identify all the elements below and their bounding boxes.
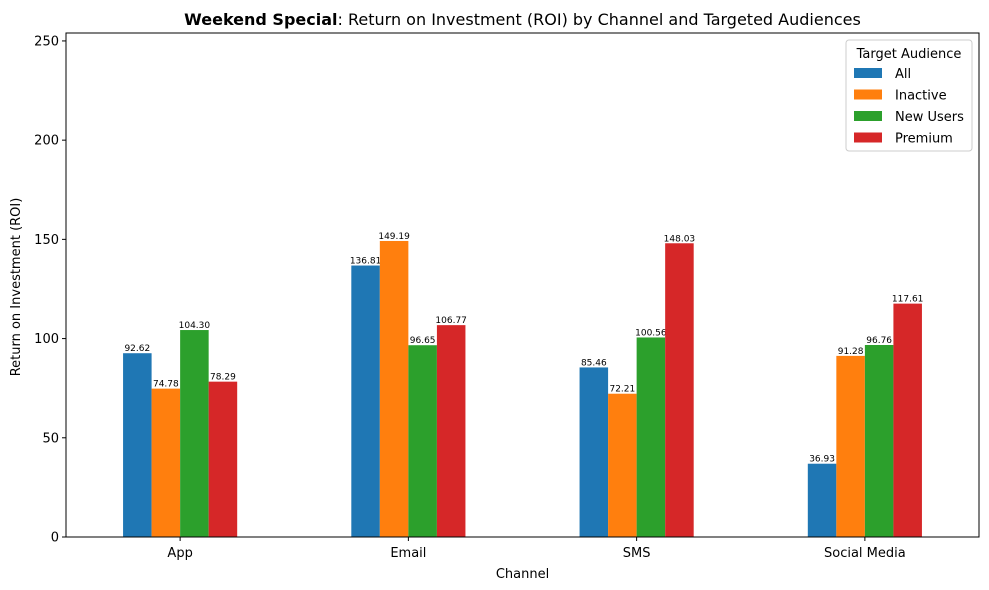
x-axis-label: Channel	[496, 567, 549, 582]
bar-all-sms	[579, 367, 609, 537]
x-tick-label: SMS	[623, 546, 651, 561]
legend-title: Target Audience	[856, 47, 962, 62]
bar-value-label: 136.81	[350, 257, 382, 267]
bar-value-label: 78.29	[210, 373, 236, 383]
legend-swatch-inactive	[854, 89, 882, 100]
bar-value-label: 85.46	[581, 358, 607, 368]
legend-label-all: All	[895, 67, 911, 82]
axes: 0 50 100 150 200 250 App Email SMS Social Media	[34, 32, 980, 561]
bar-all-app	[123, 353, 152, 537]
bar-inactive-sms	[608, 393, 637, 537]
y-tick-label: 0	[51, 531, 59, 546]
legend-swatch-all	[854, 68, 882, 78]
y-tick-label: 50	[42, 431, 59, 446]
bar-inactive-email	[379, 240, 409, 537]
y-tick-label: 250	[34, 34, 59, 49]
bar-value-label: 91.28	[838, 347, 864, 357]
bar-value-label: 149.19	[378, 232, 410, 242]
bar-new-users-email	[408, 345, 437, 537]
bar-premium-email	[436, 325, 466, 537]
bar-new-users-app	[180, 330, 209, 537]
bar-value-label: 104.30	[179, 321, 211, 331]
chart-title-bold: Weekend Special	[184, 10, 337, 29]
y-tick-label: 100	[34, 332, 59, 347]
bar-inactive-app	[151, 388, 181, 537]
bar-premium-social-media	[893, 303, 922, 537]
legend: Target Audience All Inactive New Users Premi…	[845, 39, 973, 152]
plot-area: 92.62 136.81 85.46 36.93 74.78 149.19 72.21 91.…	[123, 232, 923, 537]
x-tick-label: App	[167, 546, 192, 561]
legend-label-new-users: New Users	[895, 110, 964, 125]
bar-value-label: 74.78	[153, 380, 179, 390]
bar-value-label: 92.62	[124, 344, 150, 354]
bar-value-label: 117.61	[892, 295, 924, 305]
y-tick-label: 200	[34, 134, 59, 149]
bar-all-email	[351, 265, 380, 537]
bar-value-label: 72.21	[609, 385, 635, 395]
x-tick-label: Email	[390, 546, 426, 561]
chart-title-rest: : Return on Investment (ROI) by Channel …	[338, 10, 861, 29]
bar-value-label: 148.03	[664, 234, 696, 244]
bar-new-users-sms	[636, 337, 666, 537]
x-tick-label: Social Media	[824, 546, 906, 561]
bar-value-label: 96.65	[410, 336, 436, 346]
bar-inactive-social-media	[836, 355, 865, 537]
legend-swatch-premium	[854, 132, 882, 143]
chart-title: Weekend Special: Return on Investment (R…	[184, 10, 861, 29]
legend-swatch-new-users	[854, 111, 882, 121]
plot-frame	[65, 32, 980, 538]
legend-label-inactive: Inactive	[895, 89, 947, 104]
bar-new-users-social-media	[864, 345, 894, 537]
bar-all-social-media	[807, 463, 837, 537]
bar-value-label: 36.93	[809, 455, 835, 465]
bar-premium-sms	[665, 243, 694, 537]
y-axis-label: Return on Investment (ROI)	[9, 198, 24, 377]
bar-value-label: 100.56	[635, 328, 667, 338]
bar-value-label: 106.77	[435, 316, 467, 326]
bar-premium-app	[208, 381, 238, 537]
y-tick-label: 150	[34, 233, 59, 248]
legend-box	[845, 39, 973, 152]
bar-value-label: 96.76	[866, 336, 892, 346]
legend-label-premium: Premium	[895, 132, 953, 147]
